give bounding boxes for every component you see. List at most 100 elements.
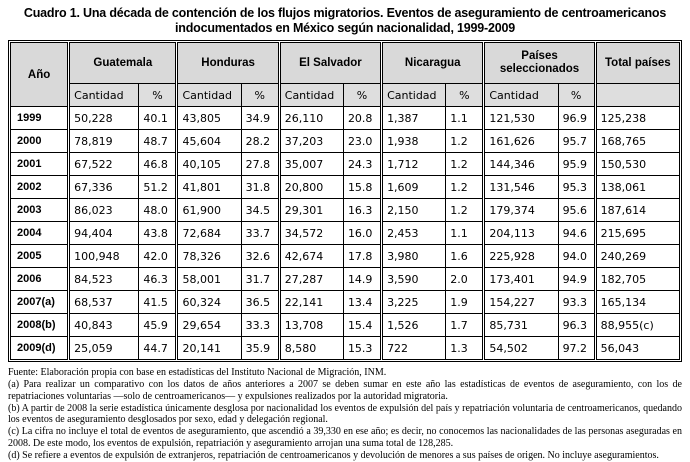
year-cell: 2003 bbox=[9, 198, 70, 222]
cantidad-cell: 1,938 bbox=[380, 129, 447, 153]
pct-cell: 2.0 bbox=[445, 267, 485, 291]
cantidad-cell: 1,712 bbox=[380, 152, 447, 176]
col-header-honduras: Honduras bbox=[175, 42, 280, 84]
cantidad-cell: 131,546 bbox=[482, 175, 559, 199]
cantidad-cell: 84,523 bbox=[67, 267, 140, 291]
cantidad-cell: 42,674 bbox=[277, 244, 344, 268]
cantidad-cell: 204,113 bbox=[482, 221, 559, 245]
cantidad-cell: 85,731 bbox=[482, 313, 559, 337]
cantidad-cell: 29,301 bbox=[277, 198, 344, 222]
subheader-blank bbox=[593, 83, 681, 107]
pct-cell: 35.9 bbox=[240, 336, 280, 360]
subheader-cantidad: Cantidad bbox=[175, 83, 242, 107]
total-cell: 165,134 bbox=[593, 290, 681, 314]
pct-cell: 23.0 bbox=[342, 129, 383, 153]
col-header-paises-seleccionados: Países seleccionados bbox=[482, 42, 596, 84]
pct-cell: 13.4 bbox=[342, 290, 383, 314]
total-cell: 168,765 bbox=[593, 129, 681, 153]
cantidad-cell: 45,604 bbox=[175, 129, 242, 153]
pct-cell: 31.8 bbox=[240, 175, 280, 199]
subheader-cantidad: Cantidad bbox=[277, 83, 344, 107]
pct-cell: 51.2 bbox=[138, 175, 178, 199]
footnote-d: (d) Se refiere a eventos de expulsión de… bbox=[8, 450, 659, 462]
cantidad-cell: 86,023 bbox=[67, 198, 140, 222]
cantidad-cell: 179,374 bbox=[482, 198, 559, 222]
pct-cell: 1.2 bbox=[445, 198, 485, 222]
pct-cell: 97.2 bbox=[557, 336, 596, 360]
table-row: 2003 86,023 48.0 61,900 34.5 29,301 16.3 2,150 1… bbox=[9, 198, 681, 222]
subheader-pct: % bbox=[138, 83, 178, 107]
cantidad-cell: 37,203 bbox=[277, 129, 344, 153]
col-header-year: Año bbox=[9, 42, 70, 107]
cantidad-cell: 3,590 bbox=[380, 267, 447, 291]
pct-cell: 48.7 bbox=[138, 129, 178, 153]
pct-cell: 41.5 bbox=[138, 290, 178, 314]
pct-cell: 15.3 bbox=[342, 336, 383, 360]
cantidad-cell: 60,324 bbox=[175, 290, 242, 314]
table-row: 2005 100,948 42.0 78,326 32.6 42,674 17.8 3,980… bbox=[9, 244, 681, 268]
table-header: Año Guatemala Honduras El Salvador Nicar… bbox=[9, 42, 681, 107]
total-cell: 150,530 bbox=[593, 152, 681, 176]
pct-cell: 94.0 bbox=[557, 244, 596, 268]
pct-cell: 95.7 bbox=[557, 129, 596, 153]
subheader-cantidad: Cantidad bbox=[380, 83, 447, 107]
pct-cell: 31.7 bbox=[240, 267, 280, 291]
cantidad-cell: 154,227 bbox=[482, 290, 559, 314]
total-cell: 182,705 bbox=[593, 267, 681, 291]
cantidad-cell: 40,843 bbox=[67, 313, 140, 337]
cantidad-cell: 144,346 bbox=[482, 152, 559, 176]
subheader-pct: % bbox=[557, 83, 596, 107]
pct-cell: 43.8 bbox=[138, 221, 178, 245]
cantidad-cell: 3,225 bbox=[380, 290, 447, 314]
year-cell: 2008(b) bbox=[9, 313, 70, 337]
table-row: 2002 67,336 51.2 41,801 31.8 20,800 15.8 1,609 1… bbox=[9, 175, 681, 199]
cantidad-cell: 121,530 bbox=[482, 106, 559, 130]
pct-cell: 95.6 bbox=[557, 198, 596, 222]
pct-cell: 1.1 bbox=[445, 106, 485, 130]
pct-cell: 1.2 bbox=[445, 152, 485, 176]
subheader-pct: % bbox=[240, 83, 280, 107]
table-body: 1999 50,228 40.1 43,805 34.9 26,110 20.8 1,387 1… bbox=[9, 106, 681, 360]
pct-cell: 34.9 bbox=[240, 106, 280, 130]
pct-cell: 16.0 bbox=[342, 221, 383, 245]
pct-cell: 1.9 bbox=[445, 290, 485, 314]
cantidad-cell: 225,928 bbox=[482, 244, 559, 268]
table-row: 2001 67,522 46.8 40,105 27.8 35,007 24.3 1,712 1… bbox=[9, 152, 681, 176]
year-cell: 2007(a) bbox=[9, 290, 70, 314]
cantidad-cell: 3,980 bbox=[380, 244, 447, 268]
pct-cell: 95.3 bbox=[557, 175, 596, 199]
cantidad-cell: 161,626 bbox=[482, 129, 559, 153]
pct-cell: 28.2 bbox=[240, 129, 280, 153]
pct-cell: 15.8 bbox=[342, 175, 383, 199]
pct-cell: 15.4 bbox=[342, 313, 383, 337]
subheader-cantidad: Cantidad bbox=[67, 83, 140, 107]
cantidad-cell: 34,572 bbox=[277, 221, 344, 245]
cantidad-cell: 50,228 bbox=[67, 106, 140, 130]
total-cell: 138,061 bbox=[593, 175, 681, 199]
pct-cell: 32.6 bbox=[240, 244, 280, 268]
pct-cell: 94.6 bbox=[557, 221, 596, 245]
cantidad-cell: 2,453 bbox=[380, 221, 447, 245]
cantidad-cell: 58,001 bbox=[175, 267, 242, 291]
total-cell: 187,614 bbox=[593, 198, 681, 222]
pct-cell: 95.9 bbox=[557, 152, 596, 176]
pct-cell: 24.3 bbox=[342, 152, 383, 176]
cantidad-cell: 1,609 bbox=[380, 175, 447, 199]
cantidad-cell: 13,708 bbox=[277, 313, 344, 337]
pct-cell: 17.8 bbox=[342, 244, 383, 268]
subheader-pct: % bbox=[342, 83, 383, 107]
table-title: Cuadro 1. Una década de contención de lo… bbox=[23, 6, 667, 35]
subheader-pct: % bbox=[445, 83, 485, 107]
pct-cell: 33.3 bbox=[240, 313, 280, 337]
year-cell: 2005 bbox=[9, 244, 70, 268]
table-row: 2008(b) 40,843 45.9 29,654 33.3 13,708 15.4 1,5… bbox=[9, 313, 681, 337]
col-header-guatemala: Guatemala bbox=[67, 42, 178, 84]
pct-cell: 46.8 bbox=[138, 152, 178, 176]
year-cell: 2009(d) bbox=[9, 336, 70, 360]
header-row-sub: Cantidad % Cantidad % Cantidad % Cantida… bbox=[11, 83, 681, 107]
pct-cell: 16.3 bbox=[342, 198, 383, 222]
table-frame: Año Guatemala Honduras El Salvador Nicar… bbox=[8, 40, 682, 362]
cantidad-cell: 26,110 bbox=[277, 106, 344, 130]
cantidad-cell: 20,141 bbox=[175, 336, 242, 360]
